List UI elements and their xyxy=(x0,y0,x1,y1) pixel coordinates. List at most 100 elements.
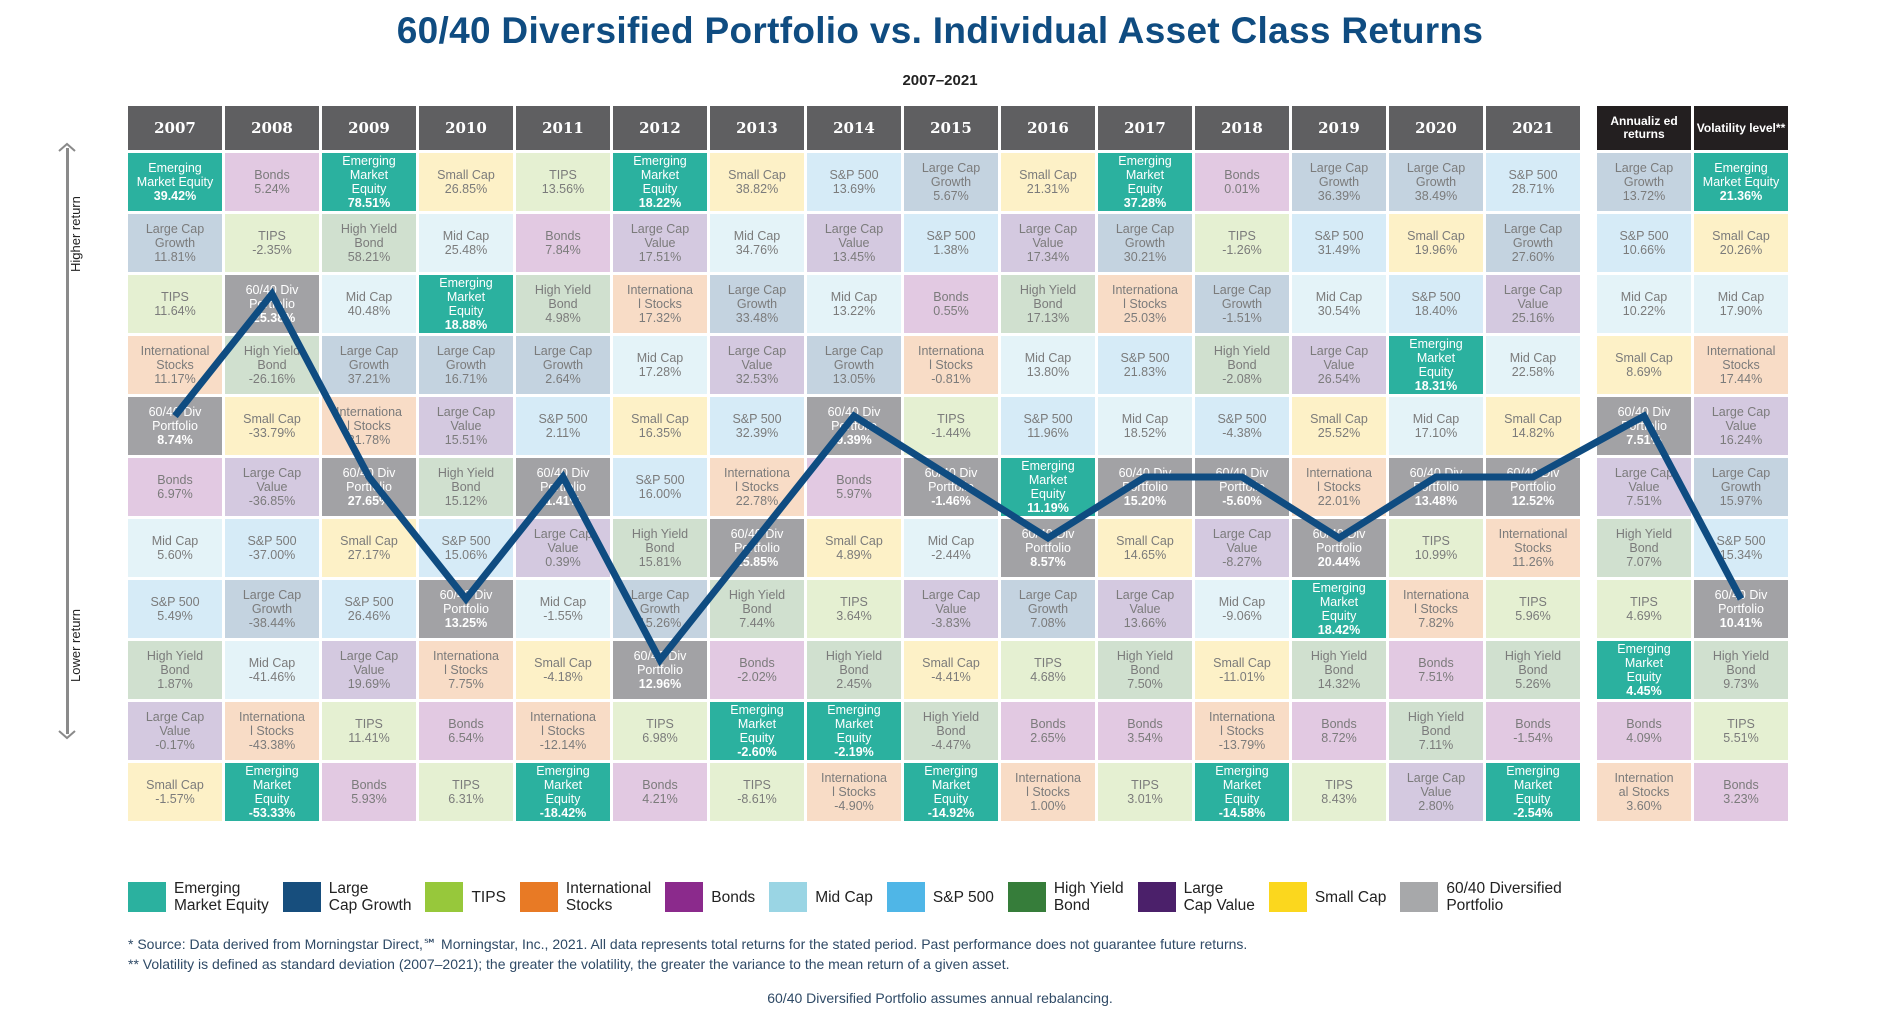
asset-cell: S&P 500 28.71% xyxy=(1486,153,1580,211)
return-value: 39.42% xyxy=(153,189,197,203)
return-value: -2.44% xyxy=(931,548,971,562)
asset-name: High Yield xyxy=(1712,649,1770,663)
asset-cell: Internationa l Stocks 7.75% xyxy=(419,641,513,699)
legend-item: Large Cap Growth xyxy=(282,880,411,914)
asset-name: Value xyxy=(1323,358,1355,372)
asset-name: Small Cap xyxy=(1504,412,1562,426)
asset-cell: Emerging Market Equity -18.42% xyxy=(516,763,610,821)
return-value: 11.17% xyxy=(154,372,196,386)
return-value: 28.71% xyxy=(1511,182,1555,196)
asset-cell: High Yield Bond -26.16% xyxy=(225,336,319,394)
return-value: 13.56% xyxy=(541,182,585,196)
asset-name: High Yield xyxy=(825,649,883,663)
return-value: 15.20% xyxy=(1123,494,1167,508)
return-value: 17.10% xyxy=(1414,426,1458,440)
asset-cell: Internationa l Stocks 1.00% xyxy=(1001,763,1095,821)
return-value: 17.32% xyxy=(638,311,682,325)
return-value: 1.38% xyxy=(933,243,969,257)
asset-name: Mid Cap xyxy=(345,290,393,304)
return-value: 17.34% xyxy=(1026,250,1070,264)
asset-name: TIPS xyxy=(1519,595,1547,609)
legend-swatch xyxy=(665,882,704,912)
asset-cell: 60/40 Div Portfolio 9.39% xyxy=(807,397,901,455)
asset-name: Portfolio xyxy=(1025,541,1071,555)
asset-name: Portfolio xyxy=(1316,541,1362,555)
asset-name: TIPS xyxy=(1034,656,1062,670)
asset-name: High Yield xyxy=(728,588,786,602)
asset-name: Bond xyxy=(451,480,481,494)
asset-name: TIPS xyxy=(1228,229,1256,243)
asset-name: Large Cap xyxy=(1018,588,1078,602)
asset-cell: Emerging Market Equity -14.58% xyxy=(1195,763,1289,821)
asset-name: Value xyxy=(1725,419,1757,433)
asset-cell: Mid Cap -2.44% xyxy=(904,519,998,577)
asset-name: l Stocks xyxy=(1414,602,1458,616)
return-value: 4.21% xyxy=(642,792,678,806)
asset-name: Bonds xyxy=(1321,717,1357,731)
asset-cell: 60/40 Div Portfolio 15.20% xyxy=(1098,458,1192,516)
asset-name: Value xyxy=(256,480,288,494)
asset-name: l Stocks xyxy=(347,419,391,433)
asset-cell: Small Cap 14.65% xyxy=(1098,519,1192,577)
asset-cell: High Yield Bond 15.12% xyxy=(419,458,513,516)
column-2020: 2020 Large Cap Growth 38.49% Small Cap 19.96%… xyxy=(1389,106,1483,821)
asset-cell: TIPS 6.98% xyxy=(613,702,707,760)
legend-item: Small Cap xyxy=(1268,882,1386,912)
asset-cell: Internationa l Stocks 17.32% xyxy=(613,275,707,333)
asset-name: l Stocks xyxy=(1317,480,1361,494)
asset-cell: High Yield Bond 5.26% xyxy=(1486,641,1580,699)
asset-name: 60/40 Div xyxy=(924,466,978,480)
asset-name: 60/40 Div xyxy=(1409,466,1463,480)
asset-name: Growth xyxy=(251,602,293,616)
asset-name: Large Cap xyxy=(1406,161,1466,175)
asset-name: 60/40 Div xyxy=(1021,527,1075,541)
return-value: 8.72% xyxy=(1321,731,1357,745)
return-value: 6.31% xyxy=(448,792,484,806)
return-value: -0.81% xyxy=(931,372,971,386)
return-value: -1.55% xyxy=(543,609,583,623)
column-header: 2009 xyxy=(322,106,416,150)
return-axis-arrow xyxy=(52,142,82,740)
asset-name: S&P 500 xyxy=(1619,229,1669,243)
asset-cell: High Yield Bond 1.87% xyxy=(128,641,222,699)
asset-name: High Yield xyxy=(437,466,495,480)
return-value: 13.72% xyxy=(1622,189,1666,203)
asset-name: Internationa xyxy=(1111,283,1179,297)
asset-cell: TIPS 8.43% xyxy=(1292,763,1386,821)
asset-cell: Internationa l Stocks -4.90% xyxy=(807,763,901,821)
asset-name: Equity xyxy=(836,731,872,745)
asset-name: S&P 500 xyxy=(829,168,879,182)
asset-name: TIPS xyxy=(549,168,577,182)
return-value: 27.65% xyxy=(347,494,391,508)
return-value: 9.39% xyxy=(836,433,872,447)
return-value: 38.82% xyxy=(735,182,779,196)
asset-name: Market xyxy=(1624,656,1664,670)
asset-name: High Yield xyxy=(340,222,398,236)
asset-cell: TIPS -2.35% xyxy=(225,214,319,272)
return-value: -4.41% xyxy=(931,670,971,684)
asset-name: S&P 500 xyxy=(732,412,782,426)
return-value: 17.51% xyxy=(638,250,682,264)
asset-name: Bond xyxy=(548,297,578,311)
legend-label: International Stocks xyxy=(565,880,652,914)
return-value: 17.13% xyxy=(1026,311,1070,325)
asset-name: Equity xyxy=(1127,182,1163,196)
return-value: 13.48% xyxy=(1414,494,1458,508)
return-value: 37.21% xyxy=(347,372,391,386)
return-value: 19.96% xyxy=(1414,243,1458,257)
asset-name: Small Cap xyxy=(1407,229,1465,243)
return-value: 7.51% xyxy=(1626,494,1662,508)
asset-name: S&P 500 xyxy=(1023,412,1073,426)
asset-name: 60/40 Div xyxy=(1312,527,1366,541)
return-value: 32.53% xyxy=(735,372,779,386)
asset-name: Internationa xyxy=(1014,771,1082,785)
asset-name: Value xyxy=(935,602,967,616)
asset-cell: Emerging Market Equity 39.42% xyxy=(128,153,222,211)
asset-cell: Small Cap 25.52% xyxy=(1292,397,1386,455)
asset-name: Small Cap xyxy=(243,412,301,426)
asset-name: Large Cap xyxy=(727,344,787,358)
chart-subtitle: 2007–2021 xyxy=(902,72,978,89)
asset-name: Market Equity xyxy=(1702,175,1780,189)
column-volatility-level-: Volatility level** Emerging Market Equity 2… xyxy=(1694,106,1788,821)
return-value: 2.11% xyxy=(545,426,581,440)
